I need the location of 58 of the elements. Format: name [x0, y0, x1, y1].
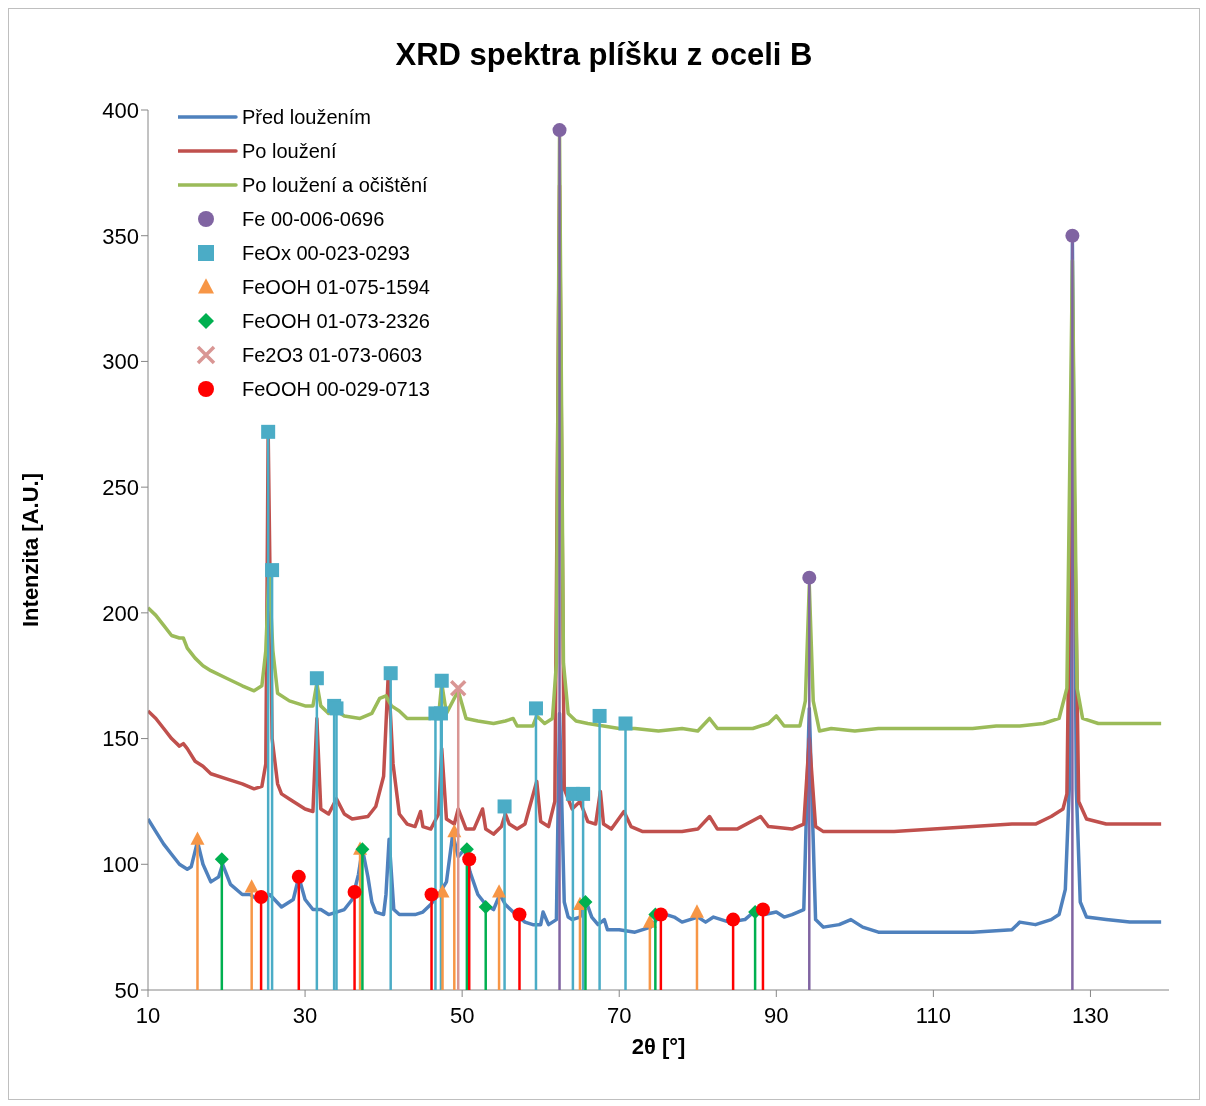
y-tick-label: 50: [114, 977, 139, 1003]
point: [478, 900, 493, 915]
point: [802, 570, 817, 585]
y-tick-label: 300: [102, 349, 139, 375]
x-tick-label: 50: [449, 1002, 475, 1028]
point: [578, 895, 593, 909]
point: [265, 563, 280, 578]
point: [309, 671, 324, 686]
point: [528, 701, 543, 716]
x-tick-label: 30: [292, 1002, 318, 1028]
point: [1065, 228, 1080, 243]
point: [424, 887, 439, 902]
point: [462, 852, 477, 867]
point: [492, 884, 507, 898]
point: [449, 679, 467, 698]
legend-label: FeOOH 01-073-2326: [242, 309, 430, 333]
point: [214, 852, 229, 867]
x-tick-label: 130: [1072, 1002, 1109, 1028]
point: [552, 123, 567, 138]
x-tick-label: 90: [764, 1002, 789, 1028]
y-tick-label: 250: [102, 474, 139, 500]
x-tick-label: 10: [135, 1002, 161, 1028]
point: [435, 884, 450, 898]
x-axis-title: 2θ [°]: [631, 1034, 686, 1059]
legend-label: Fe2O3 01-073-0603: [242, 343, 423, 367]
legend-label: FeOOH 00-029-0713: [242, 377, 430, 401]
point: [512, 907, 527, 922]
x-tick-label: 70: [606, 1002, 632, 1028]
legend-label: FeOOH 01-075-1594: [242, 275, 430, 299]
y-tick-label: 100: [102, 852, 139, 878]
point: [291, 869, 306, 884]
point: [383, 666, 398, 681]
legend-label: Po loužení a očištění: [242, 173, 428, 197]
point: [726, 912, 741, 927]
legend-label: Po loužení: [242, 139, 337, 163]
point: [347, 884, 362, 899]
legend-label: Před loužením: [242, 105, 371, 129]
y-tick-label: 200: [102, 600, 139, 626]
point: [434, 673, 449, 688]
point: [592, 708, 607, 723]
point: [190, 831, 205, 845]
x-tick-label: 110: [915, 1002, 951, 1028]
point: [254, 889, 269, 904]
point: [653, 907, 668, 922]
point: [497, 799, 512, 814]
y-tick-label: 150: [102, 726, 139, 752]
legend-label: FeOx 00-023-0293: [242, 241, 410, 265]
point: [618, 716, 633, 731]
point: [576, 786, 591, 801]
point: [261, 424, 276, 439]
y-axis-title: Intenzita [A.U.]: [17, 473, 43, 627]
legend-label: Fe 00-006-0696: [242, 207, 385, 231]
point: [689, 904, 704, 918]
chart-title: XRD spektra plíšku z oceli B: [394, 37, 814, 73]
point: [755, 902, 770, 917]
y-tick-label: 400: [102, 97, 139, 123]
point: [244, 879, 259, 893]
y-tick-label: 350: [102, 223, 139, 249]
